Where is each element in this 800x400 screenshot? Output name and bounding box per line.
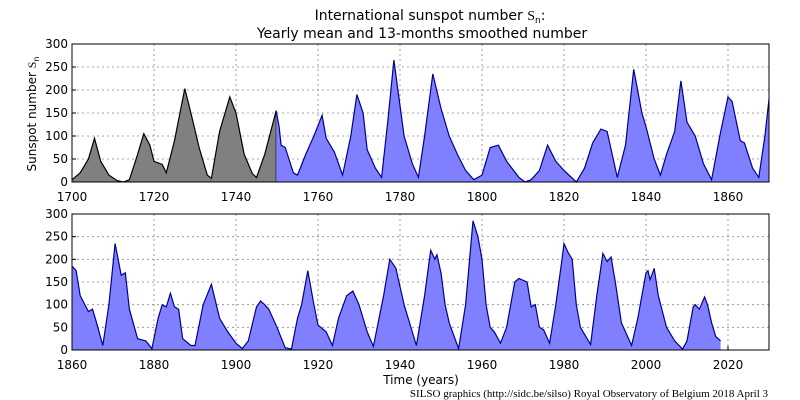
x-tick-label: 1760 — [303, 190, 334, 204]
y-tick-label: 250 — [45, 230, 68, 244]
chart-title-line2: Yearly mean and 13-months smoothed numbe… — [256, 26, 588, 42]
plot-frame — [71, 213, 770, 351]
smoothed-line — [275, 60, 770, 183]
y-tick-label: 50 — [53, 320, 68, 334]
y-axis-label: Sunspot number Sn — [25, 57, 41, 172]
y-tick-label: 300 — [45, 37, 68, 51]
smoothed-area — [276, 60, 769, 182]
x-tick-label: 1940 — [385, 358, 416, 372]
x-tick-label: 1720 — [139, 190, 170, 204]
x-tick-label: 2020 — [713, 358, 744, 372]
credit-text: SILSO graphics (http://sidc.be/silso) Ro… — [410, 388, 769, 400]
x-tick-label: 1820 — [549, 190, 580, 204]
x-tick-label: 1780 — [385, 190, 416, 204]
y-tick-label: 200 — [45, 83, 68, 97]
y-tick-label: 250 — [45, 60, 68, 74]
x-tick-label: 1860 — [713, 190, 744, 204]
plot-frame — [71, 43, 770, 183]
chart-title-line1: International sunspot number Sn: — [315, 8, 546, 26]
x-tick-label: 2000 — [631, 358, 662, 372]
panel-1: 1700 1720 1740 1760 1780 1800 1820 1840 1860 0 50 1… — [45, 37, 770, 204]
x-tick-label: 1740 — [221, 190, 252, 204]
y-tick-label: 150 — [45, 275, 68, 289]
smoothed-line — [71, 220, 722, 351]
x-tick-label: 1800 — [467, 190, 498, 204]
y-tick-label: 0 — [60, 175, 68, 189]
y-tick-label: 50 — [53, 152, 68, 166]
yearly-area — [72, 88, 277, 182]
x-tick-label: 1700 — [57, 190, 88, 204]
y-tick-label: 150 — [45, 106, 68, 120]
y-tick-label: 100 — [45, 129, 68, 143]
x-tick-label: 1900 — [221, 358, 252, 372]
x-tick-label: 1840 — [631, 190, 662, 204]
panel-2: 1860 1880 1900 1920 1940 1960 1980 2000 2020 0 50 1… — [45, 207, 770, 372]
x-tick-label: 1860 — [57, 358, 88, 372]
y-tick-label: 200 — [45, 252, 68, 266]
x-tick-label: 1920 — [303, 358, 334, 372]
x-axis-label: Time (years) — [382, 373, 459, 387]
y-tick-label: 300 — [45, 207, 68, 221]
x-tick-label: 1880 — [139, 358, 170, 372]
yearly-line — [71, 88, 277, 183]
x-tick-label: 1980 — [549, 358, 580, 372]
x-tick-label: 1960 — [467, 358, 498, 372]
smoothed-area — [72, 220, 721, 350]
y-tick-label: 100 — [45, 298, 68, 312]
y-tick-label: 0 — [60, 343, 68, 357]
